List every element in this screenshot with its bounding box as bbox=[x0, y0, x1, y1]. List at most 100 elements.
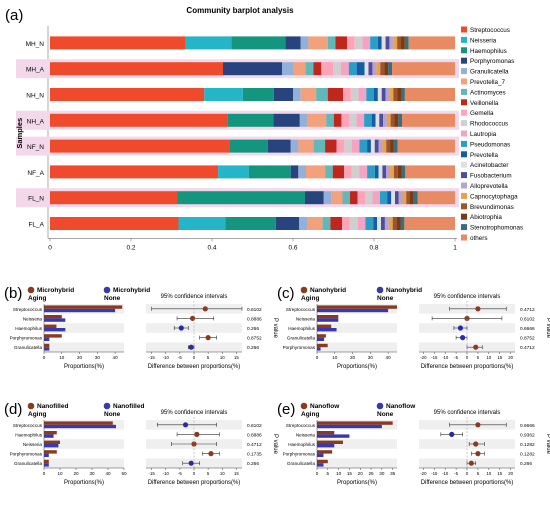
diff-point bbox=[189, 315, 196, 321]
diff-point bbox=[475, 306, 481, 312]
ci-x-tick-label: 5 bbox=[207, 471, 210, 476]
legend-label: Nanofilled bbox=[113, 403, 144, 410]
stack-segment bbox=[385, 88, 390, 101]
stack-segment bbox=[371, 113, 376, 127]
none-bar bbox=[44, 434, 54, 438]
ci-x-tick-label: -15 bbox=[149, 471, 156, 476]
row-band bbox=[317, 342, 397, 352]
stack-segment bbox=[410, 191, 414, 205]
none-bar bbox=[317, 337, 325, 341]
p-value: 0.1282 bbox=[520, 442, 535, 448]
diff-point bbox=[464, 315, 470, 321]
stack-segment bbox=[305, 62, 314, 76]
diff-point bbox=[194, 431, 200, 437]
legend-label: Acinetobacter bbox=[470, 162, 509, 169]
row-band bbox=[44, 342, 124, 352]
legend-label: None bbox=[377, 295, 394, 302]
stack-segment bbox=[397, 165, 402, 179]
ci-x-tick-label: -5 bbox=[454, 471, 458, 476]
legend-label: Nanohybrid bbox=[386, 287, 422, 294]
panel-label: (a) bbox=[5, 7, 23, 24]
stack-segment bbox=[326, 113, 334, 127]
stack-segment bbox=[359, 139, 368, 153]
stack-segment bbox=[390, 165, 394, 179]
stack-segment bbox=[242, 88, 274, 101]
stack-segment bbox=[365, 191, 373, 205]
stack-segment bbox=[413, 191, 418, 205]
legend-label: Prevotella_7 bbox=[470, 79, 506, 86]
stack-segment bbox=[307, 217, 323, 230]
x-tick-label: 10 bbox=[332, 355, 338, 360]
ci-x-tick-label: 0 bbox=[466, 471, 469, 476]
legend-dot bbox=[376, 286, 384, 294]
row-label: MH_A bbox=[26, 67, 45, 74]
legend-label: None bbox=[377, 411, 394, 418]
row-label: Streptococcus bbox=[13, 423, 43, 428]
diff-point bbox=[182, 422, 189, 428]
legend-swatch bbox=[461, 68, 467, 75]
aging-bar bbox=[44, 431, 57, 435]
none-bar bbox=[317, 318, 339, 322]
stack-segment bbox=[354, 36, 363, 50]
diff-point bbox=[457, 325, 464, 331]
none-bar bbox=[44, 337, 50, 341]
ci-x-tick-label: 0 bbox=[193, 355, 196, 360]
stack-segment bbox=[356, 113, 365, 127]
legend-swatch bbox=[461, 224, 467, 231]
stack-segment bbox=[321, 62, 334, 76]
ci-title: 95% confidence intervals bbox=[434, 294, 501, 300]
stack-segment bbox=[404, 88, 455, 101]
stack-segment bbox=[323, 191, 332, 205]
stack-segment bbox=[335, 36, 347, 50]
ci-x-tick-label: 15 bbox=[234, 471, 239, 476]
stack-segment bbox=[347, 36, 355, 50]
ci-x-tick-label: 10 bbox=[486, 355, 491, 360]
legend-label: Aging bbox=[28, 295, 46, 302]
legend-label: Microhybrid bbox=[113, 287, 150, 294]
row-label: Granulicatella bbox=[14, 345, 43, 350]
stack-segment bbox=[344, 139, 352, 153]
diff-point bbox=[205, 335, 211, 341]
stack-segment bbox=[400, 217, 405, 230]
stack-segment bbox=[267, 139, 291, 153]
stack-segment bbox=[401, 165, 406, 179]
row-label: Streptococcus bbox=[286, 307, 316, 312]
legend-label: Granulicatella bbox=[470, 69, 509, 76]
aging-bar bbox=[44, 305, 123, 309]
stack-segment bbox=[50, 88, 205, 101]
legend-label: Capnocytophaga bbox=[470, 193, 518, 200]
legend-label: Nanoflow bbox=[310, 403, 340, 410]
none-bar bbox=[44, 463, 49, 467]
stack-segment bbox=[356, 62, 365, 76]
p-value: 0.6102 bbox=[247, 423, 262, 429]
legend-swatch bbox=[461, 182, 467, 189]
ci-x-axis-label: Difference between proportions(%) bbox=[421, 364, 514, 370]
stack-segment bbox=[393, 139, 398, 153]
p-value: 0.9362 bbox=[520, 432, 535, 438]
stack-segment bbox=[290, 139, 299, 153]
x-tick-label: 0 bbox=[316, 355, 319, 360]
row-band bbox=[44, 439, 124, 449]
x-axis-label: Proportions(%) bbox=[337, 364, 377, 370]
legend-label: Haemophilus bbox=[470, 48, 507, 55]
legend-dot bbox=[27, 286, 35, 294]
stack-segment bbox=[376, 62, 381, 76]
stack-segment bbox=[393, 165, 398, 179]
panel-label: (d) bbox=[4, 401, 22, 418]
aging-bar bbox=[44, 450, 57, 454]
stack-segment bbox=[383, 113, 387, 127]
legend-swatch bbox=[461, 88, 467, 95]
none-bar bbox=[317, 463, 324, 467]
aging-bar bbox=[317, 440, 343, 444]
stack-segment bbox=[313, 139, 326, 153]
aging-bar bbox=[44, 343, 50, 348]
row-label: Streptococcus bbox=[13, 307, 43, 312]
legend-dot bbox=[300, 402, 308, 410]
stack-segment bbox=[342, 191, 350, 205]
stack-segment bbox=[377, 36, 382, 50]
stack-segment bbox=[293, 88, 301, 101]
stack-segment bbox=[370, 36, 378, 50]
x-axis-label: Proportions(%) bbox=[64, 364, 104, 370]
stack-segment bbox=[386, 113, 391, 127]
stack-segment bbox=[404, 217, 455, 230]
